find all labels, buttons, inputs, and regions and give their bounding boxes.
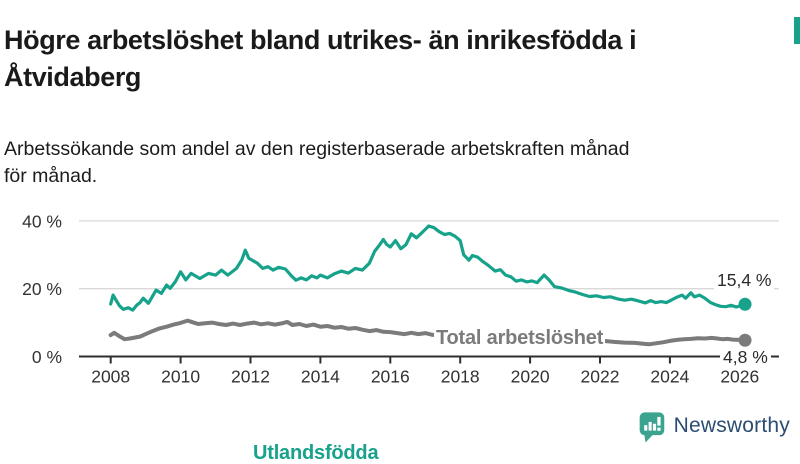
y-tick-label: 0 % — [32, 347, 62, 367]
bar-chart-speech-bubble-icon — [639, 411, 664, 442]
subtitle-line-2: för månad. — [4, 164, 98, 187]
title-line-1: Högre arbetslöshet bland utrikes- än inr… — [4, 25, 637, 56]
chart-figure: { "title_lines": ["Högre arbetslöshet bl… — [0, 17, 800, 464]
x-tick-label: 2024 — [650, 367, 689, 387]
subtitle-line-1: Arbetssökande som andel av den registerb… — [4, 137, 630, 160]
end-value-total: 4,8 % — [720, 348, 771, 367]
y-tick-label: 40 % — [22, 211, 62, 231]
line-chart: 0 % 20 % 40 % 2008 2010 2012 2014 2016 2018 2020 2… — [0, 193, 800, 464]
title-line-2: Åtvidaberg — [4, 62, 142, 93]
newsworthy-logo[interactable]: Newsworthy — [636, 408, 790, 444]
series-label-total: Total arbetslöshet — [434, 327, 606, 349]
end-dot-0 — [738, 297, 752, 311]
chart-subtitle: Arbetssökande som andel av den registerb… — [4, 136, 784, 190]
x-tick-label: 2022 — [581, 367, 620, 387]
series-line-0 — [109, 224, 747, 312]
x-tick-label: 2016 — [371, 367, 410, 387]
page-title: Högre arbetslöshet bland utrikes- än inr… — [4, 22, 776, 96]
end-dot-1 — [738, 333, 752, 347]
end-value-utlandsfodda: 15,4 % — [714, 271, 775, 290]
series-label-utlandsfodda: Utlandsfödda — [251, 442, 381, 464]
series-line-1 — [108, 318, 747, 347]
x-tick-label: 2026 — [720, 367, 759, 387]
y-tick-label: 20 % — [22, 279, 62, 299]
chart-canvas: 0 % 20 % 40 % 2008 2010 2012 2014 2016 2018 2020 2… — [22, 211, 779, 387]
x-tick-label: 2008 — [91, 367, 130, 387]
brand-name: Newsworthy — [673, 414, 790, 437]
x-tick-label: 2014 — [301, 367, 340, 387]
accent-bar — [794, 17, 800, 44]
x-tick-label: 2020 — [511, 367, 550, 387]
x-tick-label: 2018 — [441, 367, 480, 387]
x-tick-label: 2010 — [161, 367, 200, 387]
x-tick-label: 2012 — [231, 367, 270, 387]
